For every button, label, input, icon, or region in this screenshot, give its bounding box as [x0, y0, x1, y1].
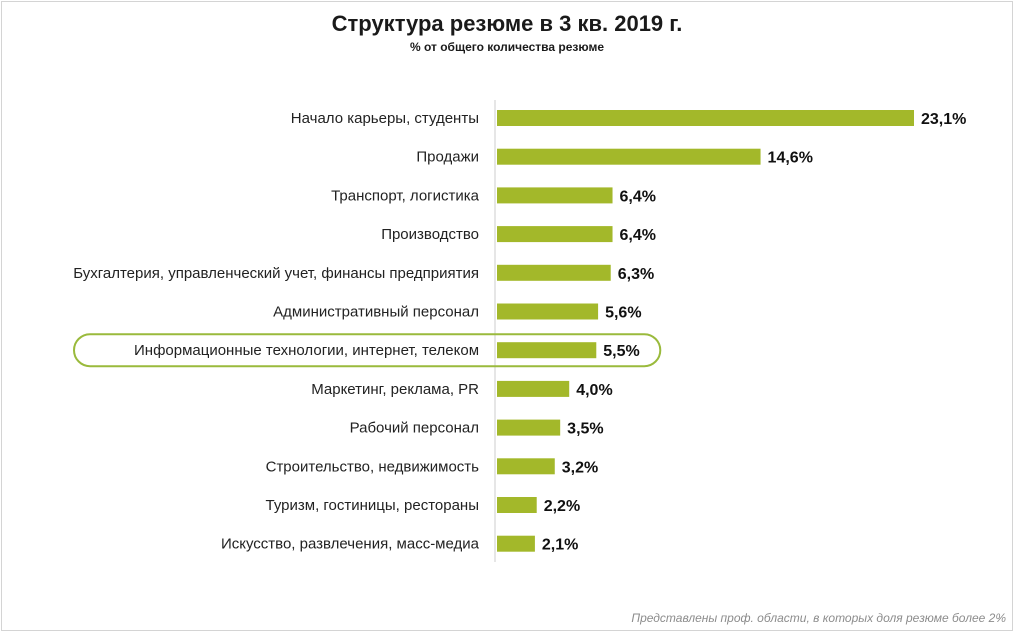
category-label: Административный персонал	[273, 304, 479, 321]
value-label: 14,6%	[768, 150, 813, 167]
value-label: 3,2%	[562, 459, 598, 476]
category-label: Искусство, развлечения, масс-медиа	[221, 536, 480, 553]
category-label: Рабочий персонал	[350, 420, 479, 437]
bar-5	[497, 264, 611, 281]
bar-7	[497, 342, 597, 359]
chart-title: Структура резюме в 3 кв. 2019 г.	[331, 11, 683, 36]
bar-6	[497, 303, 599, 320]
bar-8	[497, 380, 570, 397]
bar-12	[497, 535, 535, 552]
category-label: Продажи	[416, 149, 479, 166]
bar-3	[497, 187, 613, 204]
bar-9	[497, 419, 561, 436]
category-label: Туризм, гостиницы, рестораны	[266, 497, 479, 514]
bar-chart: Начало карьеры, студенты 23,1% Продажи 14,6…	[73, 100, 966, 562]
value-label: 5,5%	[603, 343, 639, 360]
value-label: 4,0%	[576, 382, 612, 399]
bar-10	[497, 458, 555, 475]
bar-11	[497, 497, 537, 513]
category-label: Производство	[381, 226, 479, 243]
category-label: Информационные технологии, интернет, тел…	[134, 342, 479, 359]
category-label: Начало карьеры, студенты	[291, 110, 479, 127]
bar-2	[497, 148, 761, 165]
category-label: Маркетинг, реклама, PR	[311, 381, 479, 398]
bar-4	[497, 226, 613, 243]
chart-subtitle: % от общего количества резюме	[409, 40, 605, 54]
value-label: 2,1%	[542, 537, 578, 554]
highlight-outline	[73, 333, 662, 368]
category-label: Бухгалтерия, управленческий учет, финанс…	[73, 265, 479, 282]
footnote: Представлены проф. области, в которых до…	[631, 611, 1006, 625]
bar-1	[497, 110, 914, 126]
value-label: 5,6%	[605, 305, 641, 322]
category-label: Строительство, недвижимость	[266, 458, 480, 475]
value-label: 3,5%	[567, 421, 603, 438]
value-label: 6,4%	[620, 227, 656, 244]
value-label: 23,1%	[921, 111, 966, 128]
value-label: 6,3%	[618, 266, 654, 283]
value-label: 2,2%	[544, 498, 580, 515]
value-label: 6,4%	[620, 188, 656, 205]
category-label: Транспорт, логистика	[331, 187, 480, 204]
